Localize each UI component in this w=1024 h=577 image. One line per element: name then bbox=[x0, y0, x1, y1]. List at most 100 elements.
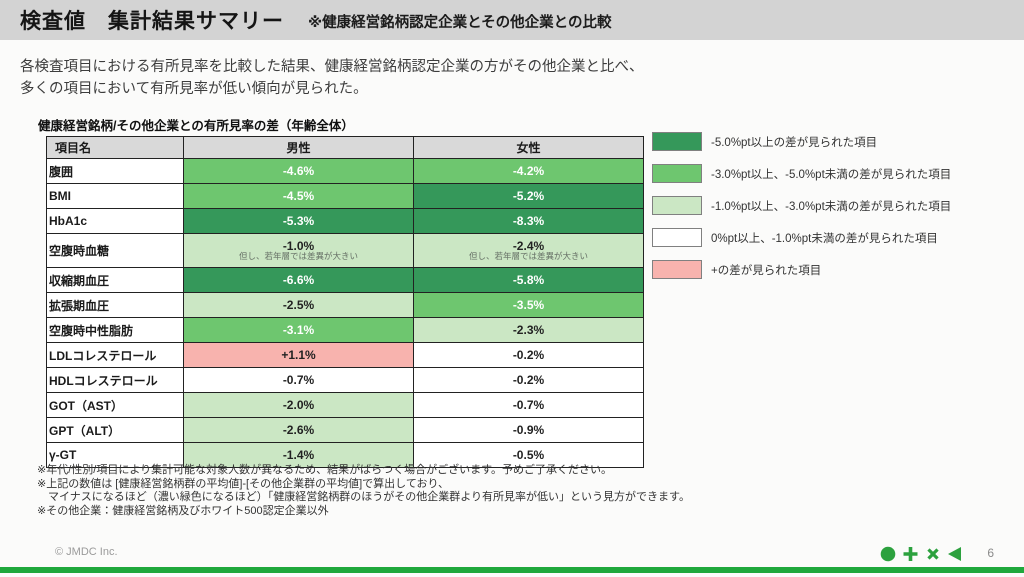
male-value-cell: -2.0% bbox=[183, 392, 414, 418]
item-name-cell: 腹囲 bbox=[46, 158, 184, 184]
table-row: GPT（ALT） -2.6% -0.9% bbox=[46, 417, 644, 443]
cell-value: -2.6% bbox=[282, 423, 315, 437]
header-band: 検査値 集計結果サマリー ※健康経営銘柄認定企業とその他企業との比較 bbox=[0, 0, 1024, 40]
legend-swatch bbox=[652, 196, 702, 215]
triangle-left-icon bbox=[948, 547, 961, 561]
table-row: γ-GT -1.4% -0.5% bbox=[46, 442, 644, 468]
legend-label: -1.0%pt以上、-3.0%pt未満の差が見られた項目 bbox=[711, 200, 952, 213]
table-row: 収縮期血圧 -6.6% -5.8% bbox=[46, 267, 644, 293]
female-value-cell: -0.2% bbox=[413, 367, 644, 393]
table-row: 拡張期血圧 -2.5% -3.5% bbox=[46, 292, 644, 318]
legend: -5.0%pt以上の差が見られた項目 -3.0%pt以上、-5.0%pt未満の差が… bbox=[652, 132, 951, 292]
page-subtitle: ※健康経営銘柄認定企業とその他企業との比較 bbox=[308, 15, 612, 31]
legend-label: +の差が見られた項目 bbox=[711, 264, 822, 277]
legend-item: 0%pt以上、-1.0%pt未満の差が見られた項目 bbox=[652, 228, 951, 247]
female-value-cell: -0.2% bbox=[413, 342, 644, 368]
female-value-cell: -0.9% bbox=[413, 417, 644, 443]
page-title: 検査値 集計結果サマリー bbox=[20, 10, 284, 33]
legend-swatch bbox=[652, 132, 702, 151]
intro-text: 各検査項目における有所見率を比較した結果、健康経営銘柄認定企業の方がその他企業と… bbox=[20, 59, 644, 97]
item-name-cell: 拡張期血圧 bbox=[46, 292, 184, 318]
legend-label: -5.0%pt以上の差が見られた項目 bbox=[711, 136, 878, 149]
male-value-cell: -4.6% bbox=[183, 158, 414, 184]
female-value-cell: -0.7% bbox=[413, 392, 644, 418]
male-value-cell: -5.3% bbox=[183, 208, 414, 234]
results-table-body: 項目名 男性 女性 腹囲 -4.6% -4.2% BMI -4.5% -5.2% HbA1c… bbox=[46, 136, 644, 468]
male-value-cell: -0.7% bbox=[183, 367, 414, 393]
male-value-cell: -2.5% bbox=[183, 292, 414, 318]
cell-value: -1.0% bbox=[282, 239, 315, 254]
table-row: 空腹時血糖 -1.0% 但し、若年層では差異が大きい -2.4% 但し、若年層では差異が… bbox=[46, 233, 644, 268]
cell-value: -0.2% bbox=[512, 348, 545, 362]
cell-value: -5.2% bbox=[512, 189, 545, 203]
footnotes: ※年代/性別/項目により集計可能な対象人数が異なるため、結果がばらつく場合がござ… bbox=[37, 464, 690, 518]
male-value-cell: -3.1% bbox=[183, 317, 414, 343]
footnote-line: ※上記の数値は [健康経営銘柄群の平均値]-[その他企業群の平均値]で算出してお… bbox=[37, 477, 450, 490]
legend-label: 0%pt以上、-1.0%pt未満の差が見られた項目 bbox=[711, 232, 938, 245]
item-name-cell: LDLコレステロール bbox=[46, 342, 184, 368]
cell-value: -6.6% bbox=[282, 273, 315, 287]
copyright-text: © JMDC Inc. bbox=[55, 546, 118, 558]
item-name-cell: γ-GT bbox=[46, 442, 184, 468]
item-name-cell: GOT（AST） bbox=[46, 392, 184, 418]
cell-value: -2.0% bbox=[282, 398, 315, 412]
item-name-cell: HDLコレステロール bbox=[46, 367, 184, 393]
column-header-female: 女性 bbox=[413, 136, 644, 159]
legend-item: -3.0%pt以上、-5.0%pt未満の差が見られた項目 bbox=[652, 164, 951, 183]
legend-label: -3.0%pt以上、-5.0%pt未満の差が見られた項目 bbox=[711, 168, 952, 181]
table-title: 健康経営銘柄/その他企業との有所見率の差（年齢全体） bbox=[38, 119, 354, 133]
cell-value: -4.2% bbox=[512, 164, 545, 178]
table-row: BMI -4.5% -5.2% bbox=[46, 183, 644, 209]
cell-value: -3.1% bbox=[282, 323, 315, 337]
footnote-line: ※その他企業：健康経営銘柄及びホワイト500認定企業以外 bbox=[37, 504, 329, 517]
cell-value: -0.7% bbox=[282, 373, 315, 387]
male-value-cell: +1.1% bbox=[183, 342, 414, 368]
table-row: GOT（AST） -2.0% -0.7% bbox=[46, 392, 644, 418]
x-icon bbox=[927, 548, 939, 560]
legend-swatch bbox=[652, 164, 702, 183]
female-value-cell: -5.8% bbox=[413, 267, 644, 293]
cell-value: -0.7% bbox=[512, 398, 545, 412]
cell-value: -4.5% bbox=[282, 189, 315, 203]
female-value-cell: -4.2% bbox=[413, 158, 644, 184]
cell-note: 但し、若年層では差異が大きい bbox=[238, 251, 358, 262]
cell-note: 但し、若年層では差異が大きい bbox=[468, 251, 588, 262]
legend-swatch bbox=[652, 228, 702, 247]
column-header-male: 男性 bbox=[183, 136, 414, 159]
page-number: 6 bbox=[987, 546, 994, 560]
item-name-cell: 空腹時血糖 bbox=[46, 233, 184, 268]
male-value-cell: -1.0% 但し、若年層では差異が大きい bbox=[183, 233, 414, 268]
column-header-item: 項目名 bbox=[46, 136, 184, 159]
male-value-cell: -4.5% bbox=[183, 183, 414, 209]
table-header-row: 項目名 男性 女性 bbox=[46, 136, 644, 159]
table-row: HDLコレステロール -0.7% -0.2% bbox=[46, 367, 644, 393]
cell-value: +1.1% bbox=[281, 348, 316, 362]
male-value-cell: -6.6% bbox=[183, 267, 414, 293]
cell-value: -4.6% bbox=[282, 164, 315, 178]
results-table: 項目名 男性 女性 腹囲 -4.6% -4.2% BMI -4.5% -5.2% HbA1c… bbox=[46, 136, 644, 468]
cell-value: -0.5% bbox=[512, 448, 545, 462]
female-value-cell: -8.3% bbox=[413, 208, 644, 234]
plus-icon bbox=[903, 547, 918, 561]
female-value-cell: -2.4% 但し、若年層では差異が大きい bbox=[413, 233, 644, 268]
cell-value: -5.8% bbox=[512, 273, 545, 287]
footnote-line: ※年代/性別/項目により集計可能な対象人数が異なるため、結果がばらつく場合がござ… bbox=[37, 464, 613, 476]
male-value-cell: -1.4% bbox=[183, 442, 414, 468]
cell-value: -0.2% bbox=[512, 373, 545, 387]
item-name-cell: BMI bbox=[46, 183, 184, 209]
circle-icon bbox=[880, 546, 896, 562]
cell-value: -2.4% bbox=[512, 239, 545, 254]
footnote-line: マイナスになるほど（濃い緑色になるほど）「健康経営銘柄群のほうがその他企業群より… bbox=[37, 491, 690, 503]
item-name-cell: GPT（ALT） bbox=[46, 417, 184, 443]
table-row: 腹囲 -4.6% -4.2% bbox=[46, 158, 644, 184]
cell-value: -2.5% bbox=[282, 298, 315, 312]
item-name-cell: 空腹時中性脂肪 bbox=[46, 317, 184, 343]
cell-value: -5.3% bbox=[282, 214, 315, 228]
table-row: LDLコレステロール +1.1% -0.2% bbox=[46, 342, 644, 368]
legend-item: -1.0%pt以上、-3.0%pt未満の差が見られた項目 bbox=[652, 196, 951, 215]
cell-value: -0.9% bbox=[512, 423, 545, 437]
cell-value: -2.3% bbox=[512, 323, 545, 337]
bottom-accent-bar bbox=[0, 567, 1024, 573]
item-name-cell: HbA1c bbox=[46, 208, 184, 234]
